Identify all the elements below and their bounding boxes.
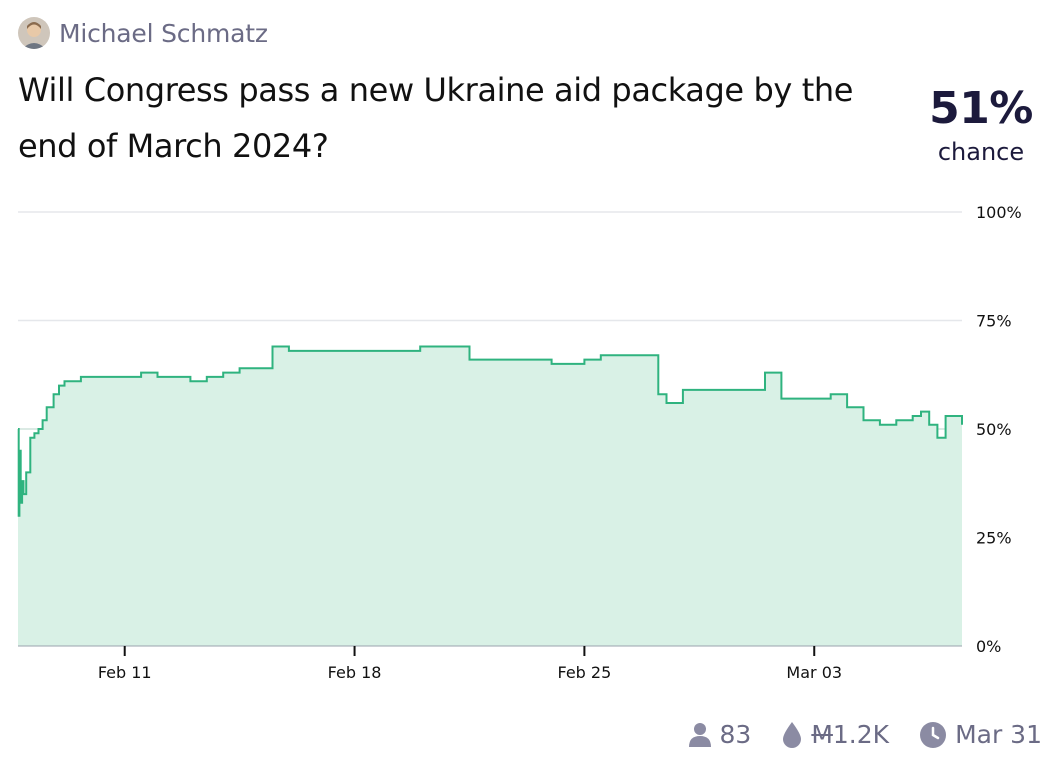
mana-symbol: M: [811, 720, 833, 749]
traders-count: 83: [719, 720, 752, 749]
clock-icon: [920, 721, 947, 748]
volume-amount: 1.2K: [832, 720, 890, 749]
series-line: [17, 345, 963, 517]
close-date-stat[interactable]: Mar 31: [919, 720, 1042, 749]
question-title: Will Congress pass a new Ukraine aid pac…: [18, 71, 854, 165]
y-tick-label: 50%: [976, 420, 1012, 439]
area-fill: [18, 346, 962, 646]
probability-value: 51%: [929, 83, 1033, 134]
volume-stat[interactable]: M 1.2K: [781, 720, 889, 749]
x-tick-label: Feb 25: [558, 663, 612, 682]
person-icon: [688, 722, 711, 747]
x-tick-label: Feb 18: [328, 663, 382, 682]
probability-chart[interactable]: Feb 11 Feb 18 Feb 25 Mar 03 0% 25% 50% 75% 100%: [0, 190, 1058, 700]
y-tick-label: 100%: [976, 203, 1022, 222]
y-tick-label: 75%: [976, 312, 1012, 331]
droplet-icon: [783, 721, 802, 748]
x-axis: Feb 11 Feb 18 Feb 25 Mar 03: [18, 645, 962, 682]
y-tick-label: 25%: [976, 529, 1012, 548]
author[interactable]: Michael Schmatz: [18, 16, 268, 50]
y-tick-label: 0%: [976, 637, 1001, 656]
avatar[interactable]: [18, 17, 50, 49]
author-name[interactable]: Michael Schmatz: [59, 18, 268, 48]
x-tick-label: Mar 03: [786, 663, 842, 682]
x-tick-label: Feb 11: [98, 663, 152, 682]
close-date: Mar 31: [955, 720, 1042, 749]
traders-stat[interactable]: 83: [688, 720, 752, 749]
probability-label: chance: [937, 138, 1025, 166]
footer-stats: 83 M 1.2K Mar 31: [658, 720, 1042, 749]
probability-display: 51% chance: [926, 84, 1036, 168]
y-axis: 0% 25% 50% 75% 100%: [976, 203, 1022, 656]
